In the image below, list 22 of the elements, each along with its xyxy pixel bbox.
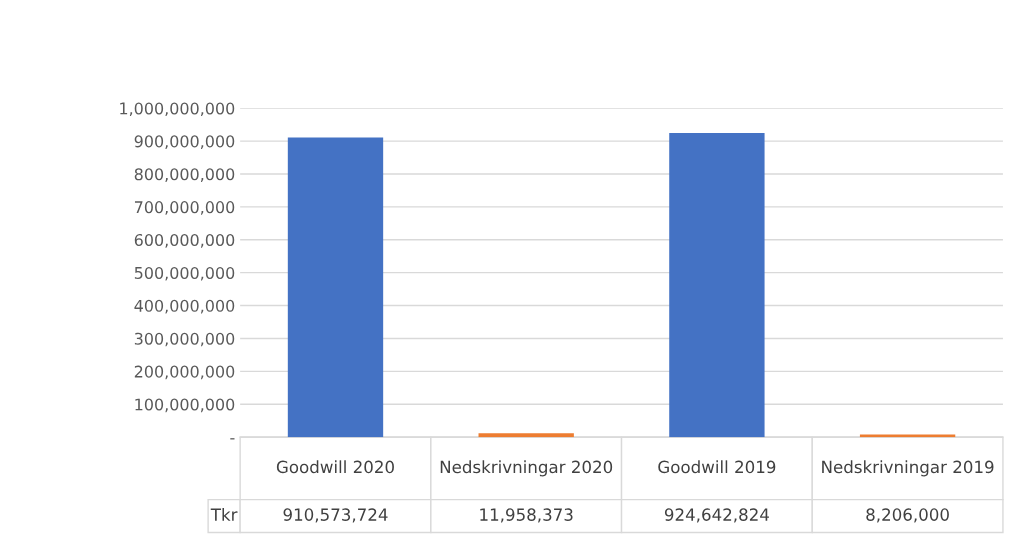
x-tick-label: Nedskrivningar 2020 — [440, 460, 613, 477]
x-tick-label: Goodwill 2020 — [276, 460, 394, 474]
y-tick-label: 500,000,000 — [134, 266, 235, 281]
y-tick-label: 1,000,000,000 — [120, 102, 235, 117]
data-label: 910,573,724 — [283, 508, 388, 523]
y-tick-label: 300,000,000 — [134, 332, 235, 347]
y-tick-label: 800,000,000 — [134, 168, 235, 182]
y-tick-label: 100,000,000 — [135, 398, 235, 413]
x-tick-label: Goodwill 2019 — [658, 460, 776, 474]
data-label: 11,958,373 — [480, 508, 573, 523]
y-tick-label: 900,000,000 — [134, 135, 235, 150]
y-tick-label: 200,000,000 — [134, 365, 235, 380]
y-tick-label: - — [230, 438, 235, 440]
y-tick-label: 600,000,000 — [134, 233, 235, 248]
bar — [478, 433, 574, 438]
y-tick-label: 700,000,000 — [134, 201, 235, 215]
data-label: 8,206,000 — [866, 508, 949, 523]
bar — [859, 434, 956, 438]
x-tick-label: Nedskrivningar 2019 — [822, 460, 994, 477]
data-label: 924,642,824 — [664, 508, 769, 523]
y-tick-label: 400,000,000 — [134, 299, 235, 314]
text: Tkr — [210, 508, 238, 521]
